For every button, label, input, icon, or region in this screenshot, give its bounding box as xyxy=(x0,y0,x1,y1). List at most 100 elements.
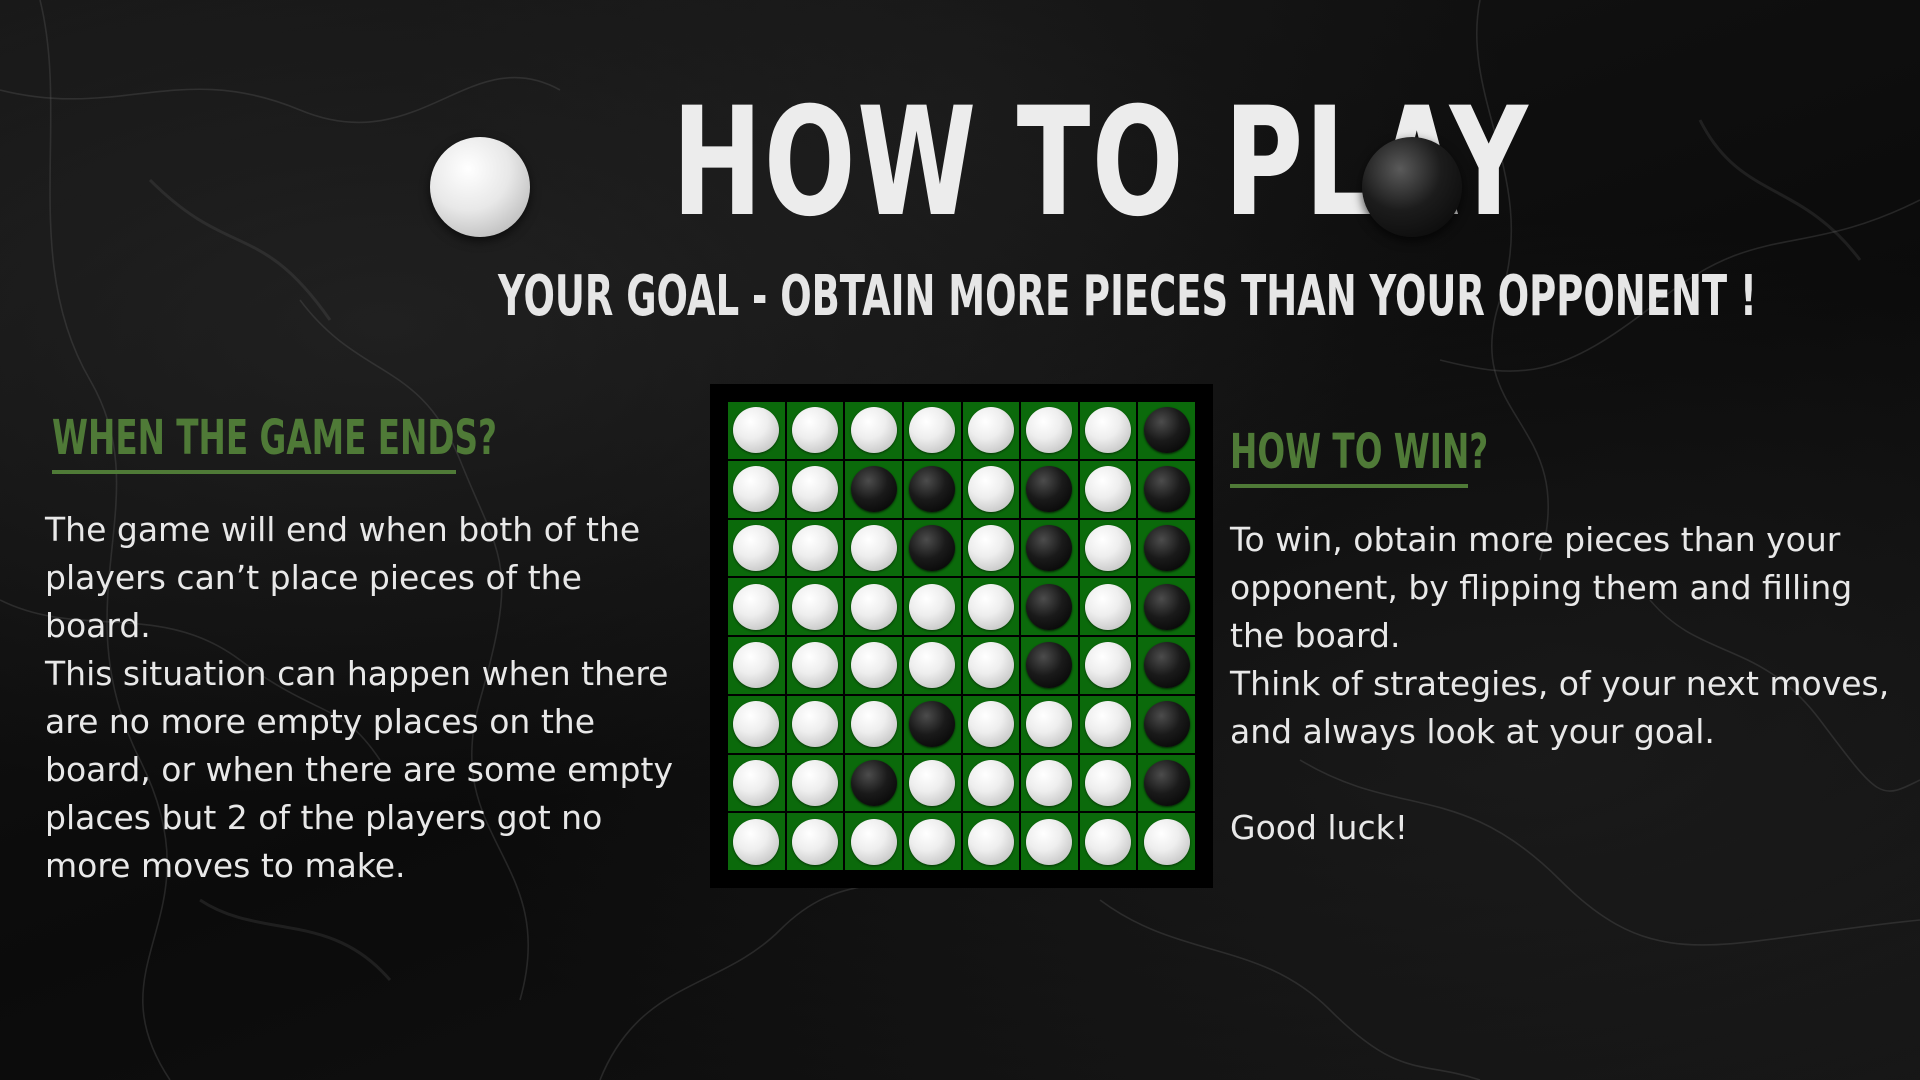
board-cell[interactable] xyxy=(962,695,1020,753)
board-cell[interactable] xyxy=(1079,813,1137,870)
board-cell[interactable] xyxy=(1021,402,1078,459)
game-board xyxy=(728,402,1195,870)
board-cell[interactable] xyxy=(1021,637,1078,694)
white-piece xyxy=(909,759,956,806)
goal-subtitle: YOUR GOAL - OBTAIN MORE PIECES THAN YOUR… xyxy=(497,264,1757,329)
board-cell[interactable] xyxy=(1079,402,1137,459)
board-cell[interactable] xyxy=(962,402,1020,459)
board-cell[interactable] xyxy=(1021,813,1078,870)
black-piece xyxy=(1143,701,1190,748)
white-piece xyxy=(733,642,780,689)
board-cell[interactable] xyxy=(845,695,902,753)
how-to-win-paragraph: Think of strategies, of your next moves,… xyxy=(1230,664,1890,751)
board-cell[interactable] xyxy=(903,813,961,870)
board-cell[interactable] xyxy=(1079,460,1137,518)
board-cell[interactable] xyxy=(903,578,961,635)
white-piece xyxy=(791,759,838,806)
white-piece xyxy=(1085,583,1132,630)
board-cell[interactable] xyxy=(728,637,785,694)
board-cell[interactable] xyxy=(786,519,844,577)
board-cell[interactable] xyxy=(1079,519,1137,577)
board-cell[interactable] xyxy=(786,637,844,694)
board-cell[interactable] xyxy=(962,460,1020,518)
board-cell[interactable] xyxy=(962,519,1020,577)
board-cell[interactable] xyxy=(1021,460,1078,518)
board-cell[interactable] xyxy=(786,578,844,635)
black-piece xyxy=(909,524,956,571)
board-cell[interactable] xyxy=(903,402,961,459)
board-cell[interactable] xyxy=(728,754,785,812)
board-cell[interactable] xyxy=(903,460,961,518)
board-cell[interactable] xyxy=(1021,695,1078,753)
board-cell[interactable] xyxy=(845,578,902,635)
how-to-win-description: To win, obtain more pieces than your opp… xyxy=(1230,516,1910,852)
board-cell[interactable] xyxy=(903,754,961,812)
board-cell[interactable] xyxy=(1138,813,1195,870)
white-piece xyxy=(850,524,897,571)
white-piece xyxy=(791,524,838,571)
board-cell[interactable] xyxy=(1079,754,1137,812)
board-cell[interactable] xyxy=(903,637,961,694)
how-to-win-paragraph: To win, obtain more pieces than your opp… xyxy=(1230,520,1853,655)
board-cell[interactable] xyxy=(1138,637,1195,694)
black-piece xyxy=(1143,407,1190,454)
board-cell[interactable] xyxy=(1138,695,1195,753)
board-cell[interactable] xyxy=(903,519,961,577)
board-cell[interactable] xyxy=(962,637,1020,694)
board-cell[interactable] xyxy=(845,813,902,870)
page-title: HOW TO PLAY xyxy=(672,76,1530,250)
board-cell[interactable] xyxy=(1021,754,1078,812)
white-piece xyxy=(1085,759,1132,806)
board-cell[interactable] xyxy=(962,578,1020,635)
game-end-heading: WHEN THE GAME ENDS? xyxy=(52,410,497,466)
white-piece xyxy=(967,583,1014,630)
game-end-description: The game will end when both of the playe… xyxy=(45,506,695,890)
board-cell[interactable] xyxy=(1021,519,1078,577)
how-to-win-heading: HOW TO WIN? xyxy=(1230,424,1489,480)
board-cell[interactable] xyxy=(845,519,902,577)
board-cell[interactable] xyxy=(1079,637,1137,694)
board-cell[interactable] xyxy=(1138,578,1195,635)
white-piece xyxy=(791,818,838,865)
white-piece xyxy=(1143,818,1190,865)
board-cell[interactable] xyxy=(786,402,844,459)
board-cell[interactable] xyxy=(728,695,785,753)
white-piece xyxy=(909,583,956,630)
board-cell[interactable] xyxy=(845,754,902,812)
white-piece xyxy=(1026,407,1073,454)
board-cell[interactable] xyxy=(728,519,785,577)
white-piece xyxy=(909,818,956,865)
board-cell[interactable] xyxy=(728,402,785,459)
white-piece xyxy=(967,701,1014,748)
board-cell[interactable] xyxy=(786,460,844,518)
board-cell[interactable] xyxy=(1021,578,1078,635)
white-piece xyxy=(733,818,780,865)
board-cell[interactable] xyxy=(1138,402,1195,459)
board-cell[interactable] xyxy=(962,754,1020,812)
board-cell[interactable] xyxy=(728,460,785,518)
white-piece xyxy=(1026,759,1073,806)
board-cell[interactable] xyxy=(1079,578,1137,635)
board-cell[interactable] xyxy=(903,695,961,753)
board-cell[interactable] xyxy=(1079,695,1137,753)
white-disc-icon xyxy=(430,137,530,237)
game-end-paragraph: This situation can happen when there are… xyxy=(45,654,673,885)
board-cell[interactable] xyxy=(786,754,844,812)
board-cell[interactable] xyxy=(728,813,785,870)
board-cell[interactable] xyxy=(728,578,785,635)
board-cell[interactable] xyxy=(845,637,902,694)
white-piece xyxy=(791,466,838,513)
white-piece xyxy=(1026,818,1073,865)
board-cell[interactable] xyxy=(786,695,844,753)
white-piece xyxy=(1085,466,1132,513)
white-piece xyxy=(733,466,780,513)
board-cell[interactable] xyxy=(1138,460,1195,518)
board-cell[interactable] xyxy=(845,402,902,459)
board-cell[interactable] xyxy=(1138,519,1195,577)
board-cell[interactable] xyxy=(845,460,902,518)
board-cell[interactable] xyxy=(786,813,844,870)
board-cell[interactable] xyxy=(1138,754,1195,812)
white-piece xyxy=(733,759,780,806)
board-cell[interactable] xyxy=(962,813,1020,870)
